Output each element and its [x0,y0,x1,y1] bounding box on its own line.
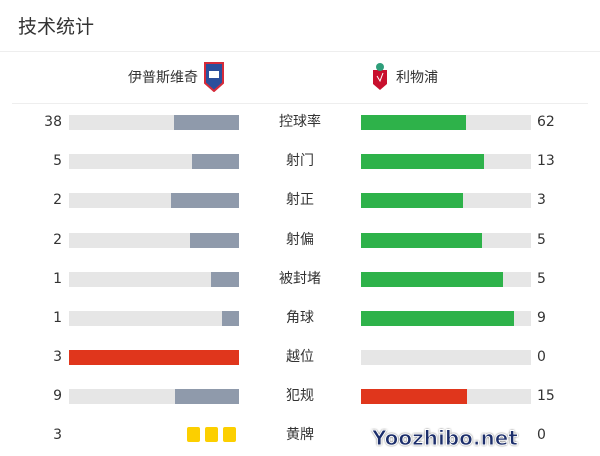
stat-row: 5 射门 13 [0,151,600,171]
home-bar-fill [210,271,239,287]
away-value: 5 [537,231,546,248]
divider [0,51,600,52]
stat-row: 2 射偏 5 [0,230,600,250]
home-bar [69,154,239,170]
stat-name: 越位 [286,349,314,366]
yellow-cards [187,427,236,442]
away-bar [361,389,531,405]
home-value: 2 [53,192,62,209]
home-bar [69,115,239,130]
home-bar-fill [171,193,239,209]
home-value: 9 [53,388,62,405]
away-team-name: 利物浦 [396,70,438,86]
yellow-card-icon [223,427,236,442]
watermark: Yoozhibo.net [372,426,519,451]
stat-row: 1 角球 9 [0,308,600,328]
stat-name: 黄牌 [286,427,314,443]
stat-name: 犯规 [286,388,314,405]
stat-row: 2 射正 3 [0,190,600,210]
stat-name: 角球 [286,310,314,326]
away-bar-fill [361,232,483,248]
liverpool-crest-icon [373,63,387,90]
home-bar [69,389,239,405]
stat-row: 38 控球率 62 [0,112,600,132]
home-value: 1 [53,270,62,287]
home-bar-fill [174,115,239,130]
home-bar [69,193,239,209]
away-bar [361,193,531,209]
away-value: 0 [537,349,546,366]
home-bar [69,232,239,248]
stat-name: 被封堵 [279,270,321,287]
home-bar-fill [69,350,239,366]
home-value: 3 [53,427,62,443]
yellow-card-icon [187,427,200,442]
away-bar-fill [361,193,463,209]
home-value: 38 [44,114,62,130]
stat-row: 3 越位 0 [0,347,600,367]
away-value: 15 [537,388,555,405]
stat-row-yellow-cards: 3 黄牌 0 [0,425,600,445]
away-value: 5 [537,270,546,287]
home-bar-fill [191,154,239,170]
stat-name: 射正 [286,192,314,209]
away-bar-fill [361,271,503,287]
home-bar [69,350,239,366]
home-value: 5 [53,153,62,170]
home-team-name: 伊普斯维奇 [128,70,198,86]
home-value: 2 [53,231,62,248]
away-bar [361,232,531,248]
page-title: 技术统计 [18,16,95,38]
away-bar [361,271,531,287]
stat-row: 9 犯规 15 [0,386,600,406]
home-value: 3 [53,349,62,366]
stat-name: 射门 [286,153,314,170]
away-value: 13 [537,153,555,170]
away-value: 9 [537,310,546,326]
home-bar-fill [175,389,239,405]
stat-row: 1 被封堵 5 [0,269,600,289]
away-bar [361,154,531,170]
divider [12,103,588,104]
home-team: 伊普斯维奇 [128,62,224,92]
stat-name: 控球率 [279,114,321,130]
home-bar-fill [222,311,239,326]
home-value: 1 [53,310,62,326]
away-bar-fill [361,154,484,170]
away-bar-fill [361,115,467,130]
away-value: 62 [537,114,555,130]
away-team: 利物浦 [370,62,438,92]
ipswich-crest-icon [204,62,224,92]
home-bar-fill [190,232,239,248]
home-bar [69,271,239,287]
away-bar-fill [361,311,514,326]
away-bar-fill [361,389,468,405]
yellow-card-icon [205,427,218,442]
home-bar [69,311,239,326]
away-bar [361,115,531,130]
away-bar [361,350,531,366]
away-bar [361,311,531,326]
stat-name: 射偏 [286,231,314,248]
away-value: 0 [537,427,546,443]
away-value: 3 [537,192,546,209]
